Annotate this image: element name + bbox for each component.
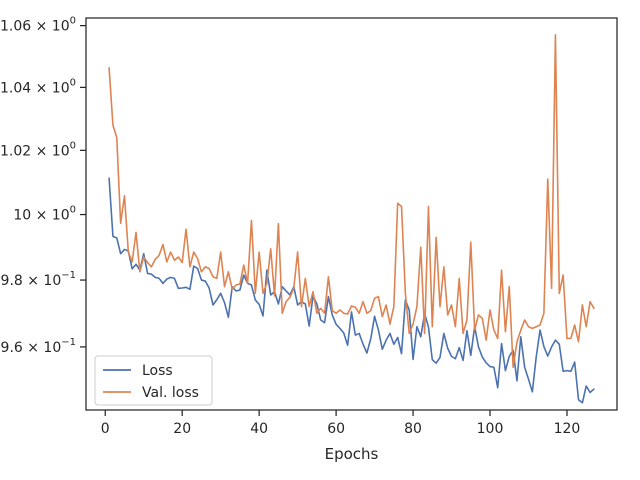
legend: Loss Val. loss — [94, 355, 213, 406]
y-tick-label: 9.6 × 10−1 — [1, 337, 76, 356]
y-tick-label: 1.04 × 100 — [0, 77, 76, 96]
y-axis: 9.6 × 10−1 9.8 × 10−1 10 × 100 1.02 × 100 1.… — [0, 16, 86, 356]
y-tick-label: 9.8 × 10−1 — [1, 270, 76, 289]
x-tick-label: 40 — [250, 421, 268, 437]
y-tick-label: 10 × 100 — [13, 205, 76, 224]
series-layer — [108, 34, 595, 404]
x-tick-label: 0 — [101, 421, 110, 437]
x-tick-label: 100 — [477, 421, 504, 437]
x-axis: 0 20 40 60 80 100 120 — [101, 410, 581, 437]
legend-label: Loss — [142, 363, 173, 379]
y-tick-label: 1.02 × 100 — [0, 140, 76, 159]
y-tick-label: 1.06 × 100 — [0, 16, 76, 35]
x-tick-label: 120 — [554, 421, 581, 437]
x-tick-label: 20 — [173, 421, 191, 437]
x-tick-label: 60 — [327, 421, 345, 437]
x-axis-label: Epochs — [325, 445, 379, 463]
x-tick-label: 80 — [404, 421, 422, 437]
legend-label: Val. loss — [142, 385, 199, 401]
series-line-val-loss — [108, 34, 595, 369]
series-line-loss — [108, 177, 595, 404]
